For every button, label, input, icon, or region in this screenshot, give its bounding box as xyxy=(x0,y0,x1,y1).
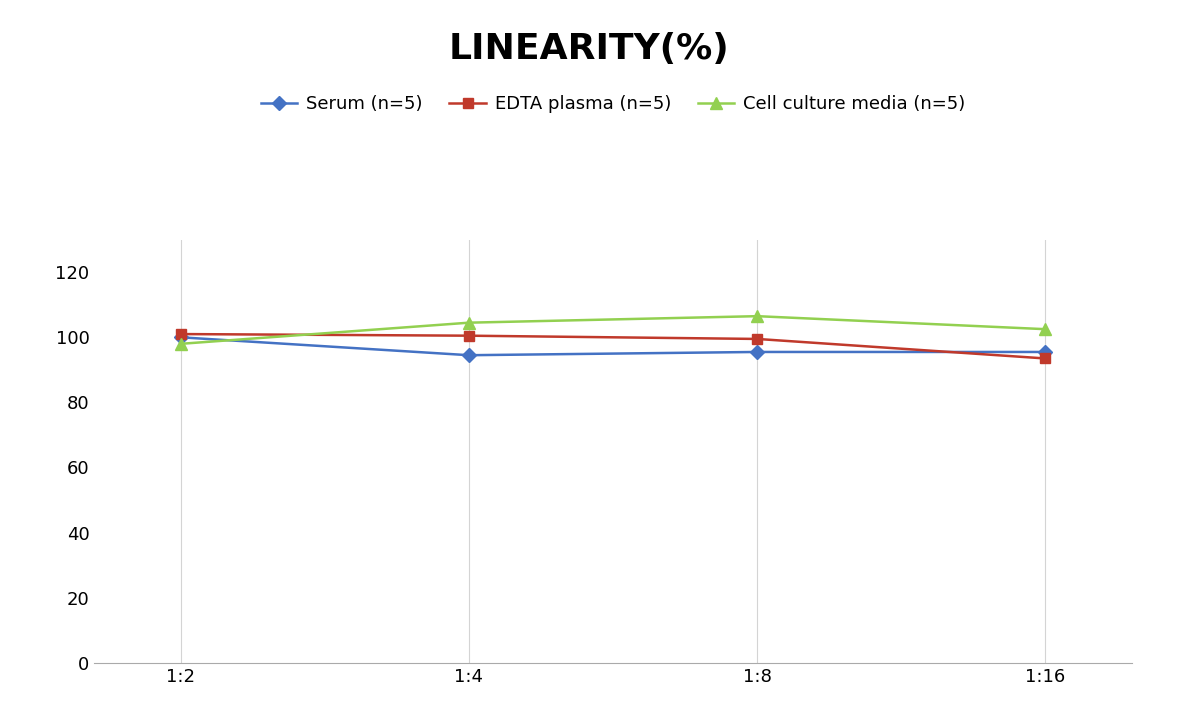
EDTA plasma (n=5) xyxy=(750,335,764,343)
Text: LINEARITY(%): LINEARITY(%) xyxy=(449,32,730,66)
Cell culture media (n=5) xyxy=(173,340,187,348)
Cell culture media (n=5) xyxy=(462,319,476,327)
Legend: Serum (n=5), EDTA plasma (n=5), Cell culture media (n=5): Serum (n=5), EDTA plasma (n=5), Cell cul… xyxy=(253,88,973,121)
Cell culture media (n=5) xyxy=(1039,325,1053,333)
Serum (n=5) xyxy=(750,348,764,356)
Serum (n=5) xyxy=(462,351,476,360)
Line: Serum (n=5): Serum (n=5) xyxy=(176,333,1050,360)
EDTA plasma (n=5) xyxy=(173,330,187,338)
EDTA plasma (n=5) xyxy=(462,331,476,340)
Serum (n=5) xyxy=(1039,348,1053,356)
Line: EDTA plasma (n=5): EDTA plasma (n=5) xyxy=(176,329,1050,363)
Line: Cell culture media (n=5): Cell culture media (n=5) xyxy=(176,311,1050,350)
Cell culture media (n=5) xyxy=(750,312,764,320)
Serum (n=5) xyxy=(173,333,187,341)
EDTA plasma (n=5) xyxy=(1039,354,1053,362)
